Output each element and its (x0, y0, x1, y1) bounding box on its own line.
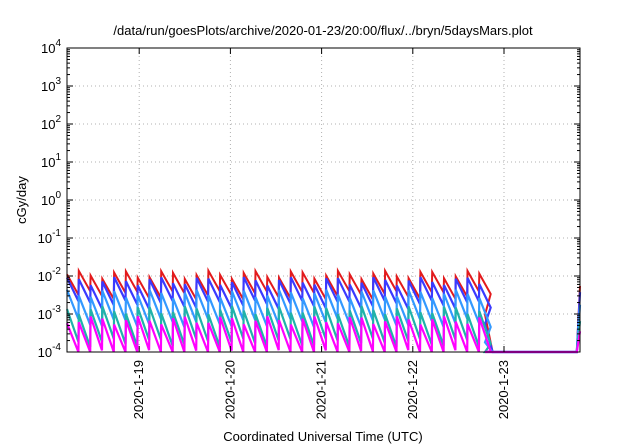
y-tick-label: 103 (41, 76, 61, 94)
x-tick-label: 2020-1-20 (222, 360, 237, 419)
x-axis-label: Coordinated Universal Time (UTC) (223, 429, 422, 444)
y-tick-label: 101 (41, 152, 61, 170)
series-line-3 (65, 289, 582, 354)
y-tick-label: 10-3 (38, 304, 62, 322)
y-tick-label: 100 (41, 190, 61, 208)
y-tick-label: 104 (41, 38, 61, 56)
chart-title: /data/run/goesPlots/archive/2020-01-23/2… (113, 23, 533, 38)
y-tick-label: 10-2 (38, 266, 62, 284)
x-tick-label: 2020-1-22 (405, 360, 420, 419)
series-line-2 (66, 276, 582, 354)
series-line-5 (65, 315, 582, 354)
y-ticks: 10-4 10-3 10-2 10-1 100 101 102 103 104 (38, 38, 580, 360)
x-tick-label: 2020-1-21 (314, 360, 329, 419)
series-group (65, 266, 582, 354)
y-axis-label: cGy/day (14, 176, 29, 224)
x-tick-label: 2020-1-23 (496, 360, 511, 419)
y-tick-label: 102 (41, 114, 61, 132)
y-tick-label: 10-1 (38, 228, 62, 246)
y-tick-label: 10-4 (38, 342, 62, 360)
grid (67, 48, 580, 352)
x-ticks: 2020-1-19 2020-1-20 2020-1-21 2020-1-22 2020… (131, 48, 511, 419)
x-tick-label: 2020-1-19 (131, 360, 146, 419)
